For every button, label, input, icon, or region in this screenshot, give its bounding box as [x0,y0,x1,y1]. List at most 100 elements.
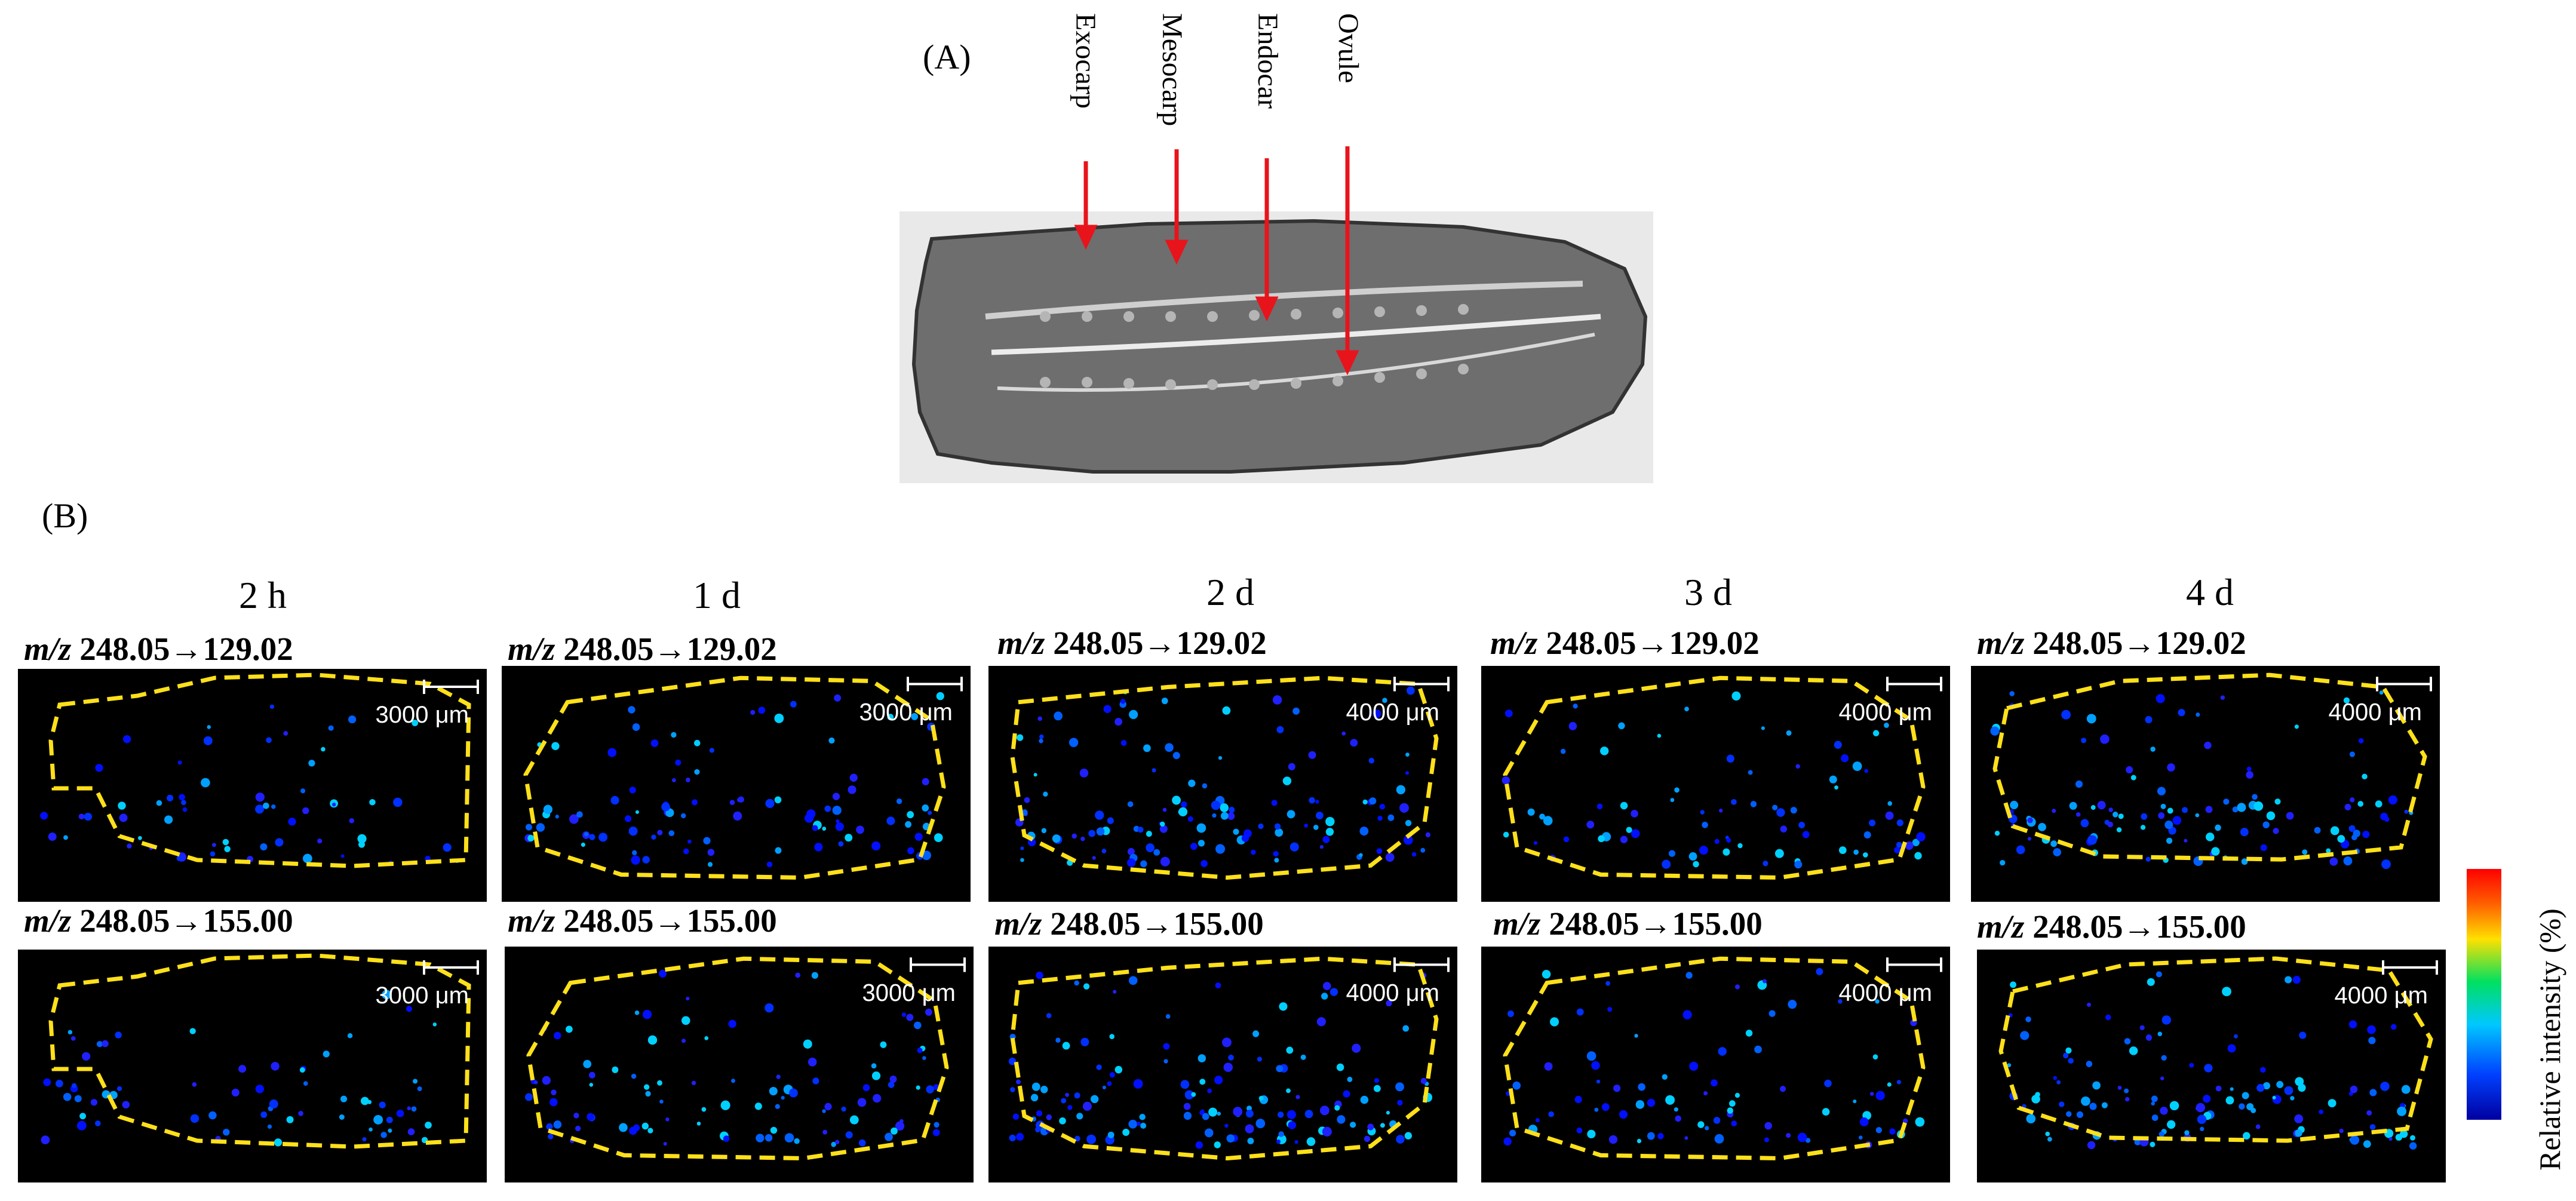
intensity-pixel [2366,1110,2372,1116]
intensity-pixel [283,731,288,736]
intensity-pixel [1223,1062,1233,1072]
intensity-pixel [1896,841,1902,848]
intensity-pixel [1165,743,1174,752]
intensity-pixel [907,847,914,855]
intensity-pixel [1183,1102,1191,1110]
intensity-pixel [1330,988,1338,996]
intensity-pixel [1543,816,1553,826]
intensity-pixel [1288,763,1295,770]
intensity-pixel [1688,852,1697,861]
intensity-pixel [1092,856,1096,860]
intensity-pixel [2285,976,2292,984]
intensity-pixel [1218,755,1223,760]
intensity-pixel [566,1025,573,1033]
intensity-pixel [647,1035,658,1045]
intensity-pixel [1054,711,1063,721]
intensity-pixel [1544,1062,1553,1071]
intensity-pixel [2158,812,2165,819]
scale-bar-label: 4000 μm [2329,699,2422,726]
intensity-pixel [2284,1086,2293,1095]
intensity-pixel [1711,1079,1718,1087]
intensity-pixel [758,707,766,714]
intensity-pixel [2256,1084,2265,1092]
intensity-pixel [925,1008,932,1016]
ms-image-2d-row2: 4000 μm [988,947,1457,1182]
intensity-pixel [274,1138,283,1147]
intensity-pixel [1395,1082,1404,1092]
intensity-pixel [1336,1063,1344,1071]
intensity-pixel [1379,803,1386,810]
intensity-pixel [668,830,675,837]
intensity-pixel [1702,821,1708,828]
intensity-pixel [1304,1110,1313,1119]
intensity-pixel [2081,738,2087,744]
intensity-pixel [2045,1131,2050,1137]
intensity-pixel [2139,1025,2145,1030]
intensity-pixel [1674,1107,1678,1112]
intensity-pixel [1224,1123,1229,1128]
intensity-pixel [115,1031,122,1039]
intensity-pixel [916,1085,920,1090]
intensity-pixel [1662,859,1671,869]
intensity-pixel [1560,748,1566,754]
intensity-pixel [2266,811,2276,821]
intensity-pixel [2348,1020,2357,1029]
intensity-pixel [2362,773,2368,780]
intensity-pixel [1542,970,1551,979]
intensity-pixel [1160,856,1170,867]
intensity-pixel [2262,821,2270,828]
intensity-pixel [2240,828,2249,837]
intensity-pixel [1287,1110,1296,1120]
intensity-pixel [1364,1135,1371,1142]
intensity-pixel [831,1141,836,1147]
intensity-pixel [269,1099,278,1109]
intensity-pixel [182,807,188,812]
intensity-pixel [1024,797,1030,803]
intensity-pixel [176,855,183,861]
intensity-pixel [704,1036,709,1040]
intensity-pixel [2357,801,2364,807]
intensity-pixel [1308,751,1316,759]
intensity-pixel [814,843,823,852]
intensity-pixel [1067,1105,1073,1110]
intensity-pixel [1376,848,1383,855]
intensity-pixel [1088,830,1096,837]
intensity-pixel [2205,806,2213,813]
intensity-pixel [2298,1083,2306,1092]
intensity-pixel [828,737,835,744]
intensity-pixel [1222,1037,1232,1048]
intensity-pixel [1600,747,1609,755]
intensity-pixel [1102,1085,1106,1090]
intensity-pixel [707,862,713,867]
intensity-pixel [323,1051,330,1058]
intensity-pixel [1574,1095,1582,1104]
intensity-pixel [1539,813,1545,820]
intensity-pixel [696,1122,701,1126]
intensity-pixel [1243,829,1252,838]
intensity-pixel [1127,847,1135,856]
intensity-pixel [1509,1129,1516,1137]
intensity-pixel [1204,1128,1214,1138]
intensity-pixel [2369,1124,2376,1130]
tissue-outline [48,672,471,868]
intensity-pixel [1405,771,1410,775]
scale-bar [423,960,479,975]
intensity-pixel [2401,1085,2411,1094]
intensity-pixel [1215,982,1221,988]
intensity-pixel [1127,801,1134,807]
intensity-pixel [1635,1100,1645,1109]
intensity-pixel [1703,1091,1708,1096]
intensity-pixel [598,833,608,842]
intensity-pixel [2047,1137,2052,1142]
intensity-pixel [1726,838,1731,843]
intensity-pixel [2160,803,2166,809]
time-label-4d: 4 d [2186,571,2234,613]
intensity-pixel [348,715,357,724]
intensity-pixel [1233,1107,1243,1117]
intensity-pixel [1788,1000,1797,1009]
intensity-pixel [1601,1103,1610,1111]
intensity-pixel [122,1101,130,1109]
intensity-pixel [2241,858,2248,865]
intensity-pixel [2086,714,2096,724]
intensity-pixel [1397,1099,1403,1106]
